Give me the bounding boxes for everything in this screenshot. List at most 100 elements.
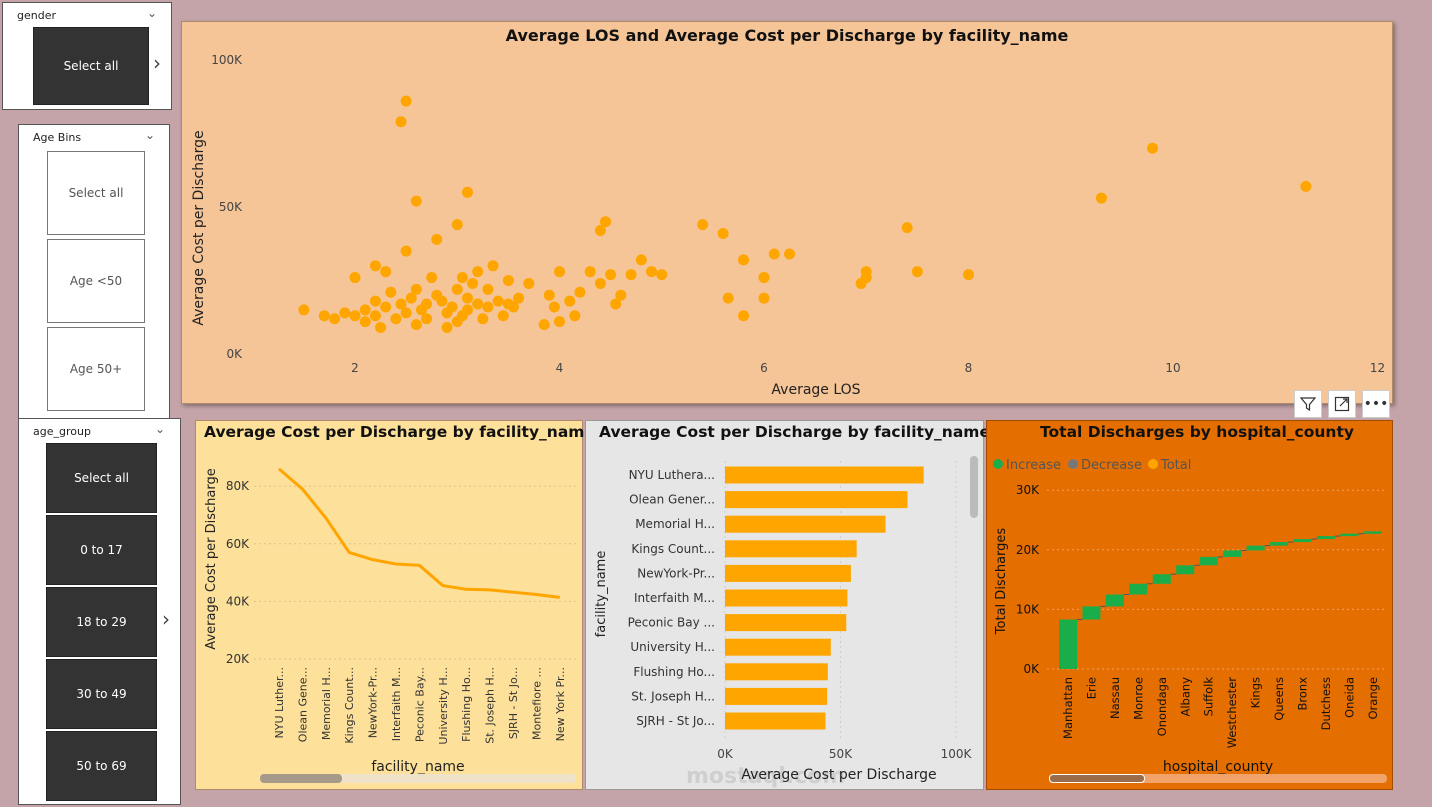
waterfall-bar[interactable]	[1199, 556, 1218, 566]
scatter-point[interactable]	[548, 301, 560, 313]
scatter-point[interactable]	[768, 248, 780, 260]
slicer-tile[interactable]: Select all	[46, 443, 157, 513]
scatter-point[interactable]	[467, 277, 479, 289]
bar[interactable]	[725, 491, 908, 509]
bar[interactable]	[725, 540, 857, 558]
waterfall-bar[interactable]	[1293, 539, 1312, 543]
scatter-point[interactable]	[329, 313, 341, 325]
scatter-point[interactable]	[605, 269, 617, 281]
scatter-point[interactable]	[421, 298, 433, 310]
waterfall-bar[interactable]	[1129, 583, 1148, 595]
scatter-point[interactable]	[860, 272, 872, 284]
scatter-point[interactable]	[538, 319, 550, 331]
scatter-point[interactable]	[635, 254, 647, 266]
chevron-right-icon[interactable]: ›	[153, 51, 161, 75]
scatter-point[interactable]	[400, 245, 412, 257]
scatter-point[interactable]	[594, 225, 606, 237]
scatter-point[interactable]	[380, 266, 392, 278]
scatter-point[interactable]	[600, 216, 612, 228]
scatter-point[interactable]	[482, 301, 494, 313]
scatter-point[interactable]	[697, 219, 709, 231]
scatter-point[interactable]	[359, 316, 371, 328]
waterfall-bar[interactable]	[1223, 550, 1242, 557]
bar[interactable]	[725, 712, 826, 730]
scatter-point[interactable]	[400, 307, 412, 319]
chevron-down-icon[interactable]: ⌄	[145, 128, 156, 142]
waterfall-bar[interactable]	[1152, 574, 1171, 584]
scatter-point[interactable]	[395, 298, 407, 310]
scatter-point[interactable]	[610, 298, 622, 310]
scrollbar[interactable]	[260, 774, 576, 783]
bar[interactable]	[725, 515, 886, 533]
scatter-point[interactable]	[594, 277, 606, 289]
bar[interactable]	[725, 564, 851, 582]
waterfall-bar[interactable]	[1059, 619, 1077, 669]
scatter-chart-panel[interactable]: Average LOS and Average Cost per Dischar…	[181, 21, 1393, 404]
scrollbar[interactable]	[1049, 774, 1387, 783]
slicer-tile[interactable]: Select all	[33, 27, 149, 105]
slicer-tile[interactable]: 50 to 69	[46, 731, 157, 801]
scatter-point[interactable]	[405, 292, 417, 304]
scatter-point[interactable]	[574, 286, 586, 298]
scatter-point[interactable]	[380, 301, 392, 313]
waterfall-bar[interactable]	[1363, 531, 1382, 534]
scatter-point[interactable]	[738, 254, 750, 266]
scatter-point[interactable]	[543, 289, 555, 301]
scatter-point[interactable]	[717, 227, 729, 239]
scatter-point[interactable]	[472, 298, 484, 310]
scatter-point[interactable]	[507, 301, 519, 313]
chevron-right-icon[interactable]: ›	[162, 607, 170, 631]
scatter-point[interactable]	[395, 116, 407, 128]
scatter-point[interactable]	[318, 310, 330, 322]
waterfall-bar[interactable]	[1270, 542, 1289, 546]
scatter-point[interactable]	[436, 295, 448, 307]
slicer-tile[interactable]: 0 to 17	[46, 515, 157, 585]
scatter-point[interactable]	[722, 292, 734, 304]
scatter-point[interactable]	[554, 316, 565, 328]
bar[interactable]	[725, 663, 828, 681]
scatter-point[interactable]	[385, 286, 397, 298]
scatter-point[interactable]	[625, 269, 637, 281]
filter-icon[interactable]	[1294, 390, 1322, 418]
scatter-point[interactable]	[758, 272, 770, 284]
scatter-point[interactable]	[569, 310, 581, 322]
scatter-point[interactable]	[349, 310, 361, 322]
scatter-point[interactable]	[487, 260, 499, 272]
scatter-point[interactable]	[1147, 142, 1159, 154]
scatter-point[interactable]	[369, 295, 381, 307]
scatter-point[interactable]	[410, 283, 422, 295]
waterfall-bar[interactable]	[1246, 545, 1265, 551]
scatter-point[interactable]	[298, 304, 310, 316]
scatter-point[interactable]	[1300, 180, 1312, 192]
scatter-point[interactable]	[911, 266, 923, 278]
scatter-point[interactable]	[431, 233, 443, 245]
waterfall-bar[interactable]	[1105, 594, 1124, 607]
scatter-point[interactable]	[369, 310, 381, 322]
waterfall-bar[interactable]	[1176, 565, 1195, 575]
scatter-point[interactable]	[615, 289, 627, 301]
scatter-point[interactable]	[477, 313, 489, 325]
scatter-point[interactable]	[375, 322, 387, 334]
scatter-point[interactable]	[564, 295, 576, 307]
scatter-point[interactable]	[456, 272, 468, 284]
scatter-point[interactable]	[400, 95, 412, 107]
scatter-point[interactable]	[421, 313, 433, 325]
bar[interactable]	[725, 589, 848, 607]
scatter-point[interactable]	[349, 272, 361, 284]
waterfall-bar[interactable]	[1316, 536, 1335, 540]
scatter-point[interactable]	[554, 266, 565, 278]
scatter-point[interactable]	[359, 304, 371, 316]
scatter-point[interactable]	[646, 266, 658, 278]
scatter-point[interactable]	[656, 269, 668, 281]
slicer-tile[interactable]: Age 50+	[47, 327, 145, 411]
slicer-tile[interactable]: 18 to 29	[46, 587, 157, 657]
slicer-tile[interactable]: Select all	[47, 151, 145, 235]
bar[interactable]	[725, 687, 828, 705]
scatter-point[interactable]	[963, 269, 974, 281]
scatter-point[interactable]	[523, 277, 535, 289]
scatter-point[interactable]	[784, 248, 796, 260]
waterfall-bar[interactable]	[1082, 606, 1101, 620]
scatter-point[interactable]	[339, 307, 351, 319]
scatter-point[interactable]	[738, 310, 750, 322]
scatter-point[interactable]	[472, 266, 484, 278]
